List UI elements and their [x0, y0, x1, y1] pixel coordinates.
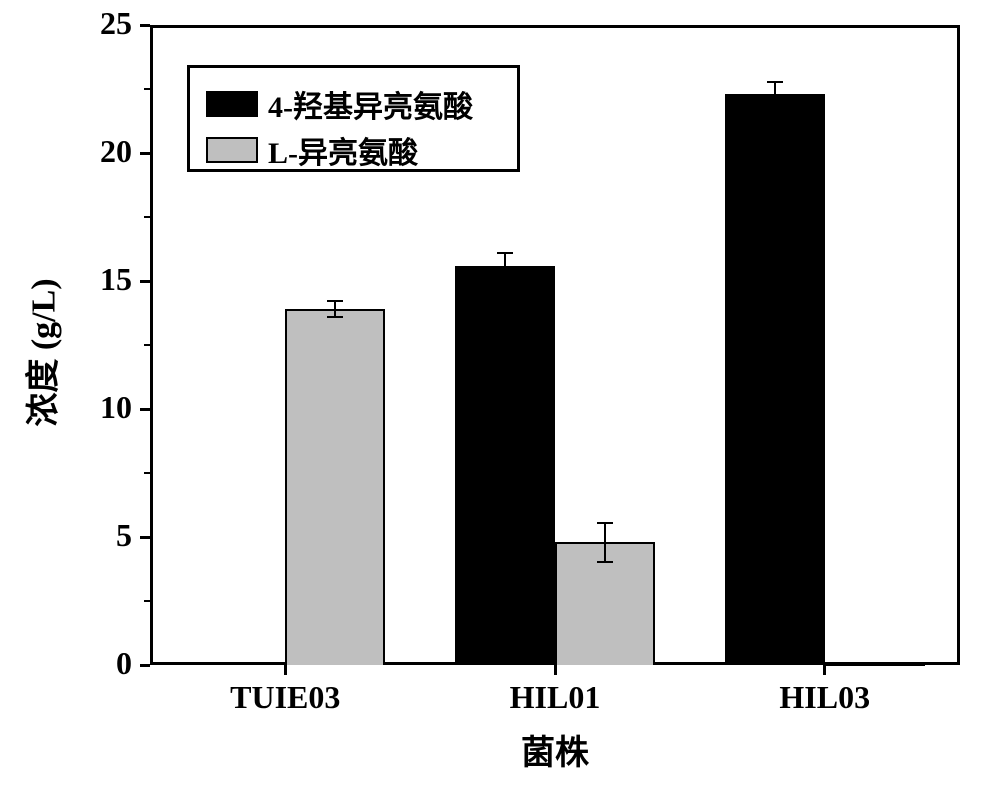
- y-tick: [140, 24, 150, 27]
- x-tick-label: HIL01: [455, 679, 655, 716]
- error-bar: [327, 300, 343, 318]
- bar: [455, 266, 555, 665]
- error-bar: [497, 252, 513, 280]
- y-tick-label: 25: [0, 5, 132, 42]
- y-minor-tick: [144, 216, 150, 218]
- legend-swatch: [206, 91, 258, 117]
- x-tick-label: HIL03: [725, 679, 925, 716]
- error-bar: [597, 522, 613, 563]
- error-bar: [767, 81, 783, 107]
- legend-label: 4-羟基异亮氨酸: [268, 82, 473, 126]
- bar: [825, 664, 925, 666]
- y-tick-label: 15: [0, 261, 132, 298]
- y-minor-tick: [144, 600, 150, 602]
- legend-item: L-异亮氨酸: [206, 128, 418, 172]
- bar: [725, 94, 825, 665]
- y-tick: [140, 152, 150, 155]
- y-tick: [140, 664, 150, 667]
- legend: 4-羟基异亮氨酸L-异亮氨酸: [187, 65, 520, 172]
- x-tick-label: TUIE03: [185, 679, 385, 716]
- x-tick: [554, 665, 557, 675]
- y-tick: [140, 280, 150, 283]
- y-tick: [140, 408, 150, 411]
- y-tick-label: 0: [0, 645, 132, 682]
- y-tick: [140, 536, 150, 539]
- x-tick: [284, 665, 287, 675]
- y-tick-label: 10: [0, 389, 132, 426]
- x-tick: [823, 665, 826, 675]
- bar: [285, 309, 385, 665]
- y-minor-tick: [144, 344, 150, 346]
- legend-swatch: [206, 137, 258, 163]
- x-axis-label: 菌株: [150, 725, 960, 774]
- y-minor-tick: [144, 472, 150, 474]
- legend-label: L-异亮氨酸: [268, 128, 418, 172]
- bar-chart: 浓度 (g/L) 菌株 4-羟基异亮氨酸L-异亮氨酸 0 5 10 15 20 25 TUI…: [0, 0, 1000, 786]
- legend-item: 4-羟基异亮氨酸: [206, 82, 473, 126]
- y-tick-label: 20: [0, 133, 132, 170]
- y-minor-tick: [144, 88, 150, 90]
- y-axis-label: 浓度 (g/L): [16, 203, 65, 503]
- y-tick-label: 5: [0, 517, 132, 554]
